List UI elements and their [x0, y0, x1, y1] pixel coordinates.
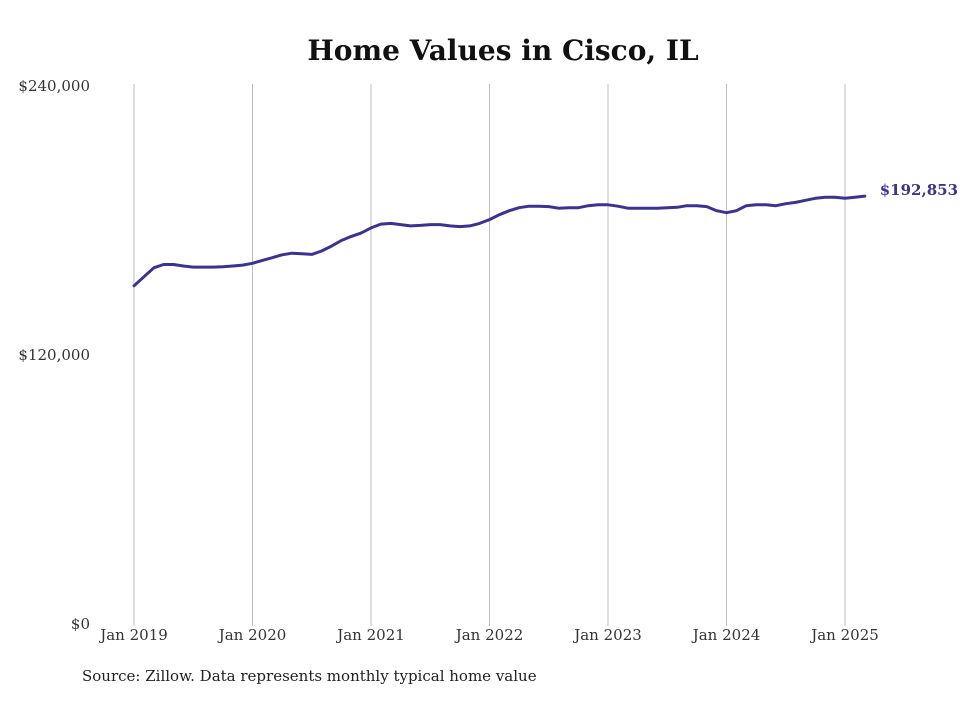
x-tick-label: Jan 2025 — [809, 626, 879, 644]
x-tick-label: Jan 2020 — [217, 626, 287, 644]
x-tick-label: Jan 2023 — [572, 626, 642, 644]
y-axis-tick-labels: $0 $120,000 $240,000 — [18, 77, 90, 633]
end-value-label: $192,853 — [880, 181, 958, 199]
series-layer — [132, 194, 867, 288]
y-tick-label: $240,000 — [18, 77, 90, 95]
series-line — [132, 194, 867, 288]
x-tick-label: Jan 2021 — [335, 626, 405, 644]
x-tick-label: Jan 2019 — [98, 626, 168, 644]
chart-title: Home Values in Cisco, IL — [307, 34, 699, 67]
x-tick-label: Jan 2022 — [454, 626, 524, 644]
y-tick-label: $120,000 — [18, 346, 90, 364]
source-note: Source: Zillow. Data represents monthly … — [82, 667, 537, 685]
x-axis-tick-labels: Jan 2019 Jan 2020 Jan 2021 Jan 2022 Jan 2023… — [98, 626, 879, 644]
x-tick-label: Jan 2024 — [691, 626, 761, 644]
gridlines — [133, 84, 846, 626]
y-tick-label: $0 — [71, 615, 90, 633]
